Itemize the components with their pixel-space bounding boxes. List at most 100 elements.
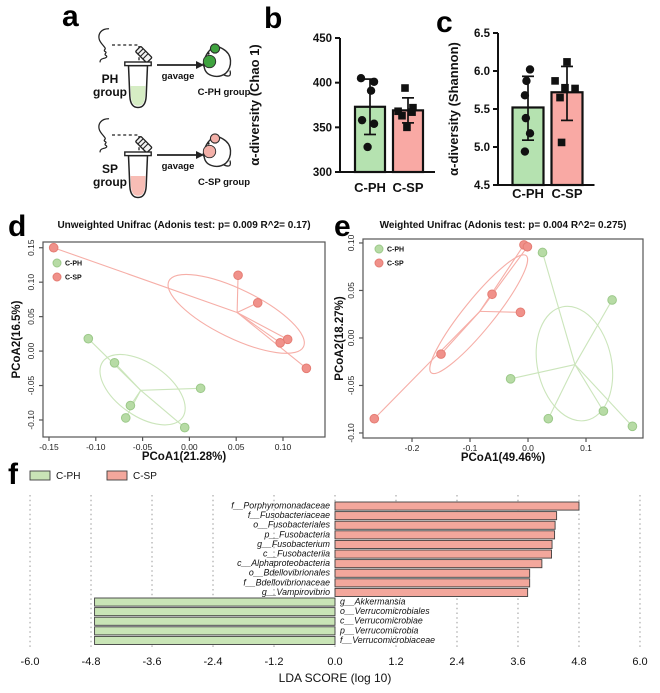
data-point-C-SP <box>487 289 497 300</box>
taxon-label: o__Bdellovibrionales <box>249 568 331 578</box>
data-point <box>556 93 564 102</box>
panel-label-f: f <box>8 458 18 491</box>
legend-marker-C-PH <box>374 244 384 254</box>
data-point <box>403 123 411 132</box>
x-tick-label: 0.00 <box>181 442 198 452</box>
mouse-eye <box>207 52 210 55</box>
data-point <box>408 108 416 116</box>
y-tick-label: 400 <box>313 78 332 90</box>
chart-title: Unweighted Unifrac (Adonis test: p= 0.00… <box>57 220 310 231</box>
gavage-row-sp: SP group gavage C-SP group <box>93 118 250 199</box>
y-tick-label: 5.5 <box>474 104 491 116</box>
x-tick-label: 0.10 <box>275 442 292 452</box>
taxon-label: p__Fusobacteria <box>263 529 330 539</box>
human-face-icon <box>98 118 110 153</box>
gavage-row-ph: PH group gavage C-PH group <box>93 28 251 109</box>
data-point <box>551 77 559 85</box>
data-point <box>369 119 379 128</box>
data-point-C-PH <box>195 383 206 394</box>
data-point <box>522 76 531 86</box>
data-point <box>366 86 376 95</box>
data-point-C-SP <box>522 241 533 252</box>
x-tick-label: 3.6 <box>510 656 525 668</box>
cluster-ellipse-C-PH <box>535 305 614 422</box>
taxon-label: c__Fusobacteriia <box>263 549 330 559</box>
data-point <box>571 84 579 93</box>
centroid-spoke <box>140 389 186 428</box>
x-tick-label: 0.1 <box>580 443 592 453</box>
lda-bar <box>94 607 336 617</box>
data-point-C-SP <box>515 307 526 318</box>
panel-label-d: d <box>8 210 27 243</box>
x-tick-label: 6.0 <box>632 656 647 668</box>
y-tick-label: 5.0 <box>474 142 490 154</box>
mouse-tail <box>223 70 232 77</box>
y-tick-label: -0.05 <box>26 376 36 396</box>
y-tick-label: 6.0 <box>474 66 490 78</box>
centroid-spoke <box>236 312 288 340</box>
lda-bar <box>334 559 543 569</box>
data-point <box>563 58 571 66</box>
gavage-label: gavage <box>162 161 195 172</box>
legend-marker-C-SP <box>374 258 384 268</box>
centroid-spoke <box>114 362 142 391</box>
y-tick-label: 0.05 <box>26 308 36 325</box>
centroid-spoke <box>574 364 604 412</box>
lda-bar <box>334 578 531 588</box>
taxon-label: g__Fusobacterium <box>257 539 330 549</box>
x-tick-label: -3.6 <box>143 656 162 668</box>
data-point <box>394 107 402 116</box>
mouse-patch <box>202 144 217 159</box>
plot-frame <box>42 241 326 438</box>
centroid-spoke <box>373 310 481 420</box>
tube-rim <box>124 61 152 67</box>
x-category-label: C-PH <box>512 186 544 201</box>
x-tick-label: -2.4 <box>204 656 223 668</box>
data-point-C-SP <box>275 338 285 348</box>
y-tick-label: 300 <box>313 167 332 179</box>
data-point-C-PH <box>627 421 638 432</box>
y-tick-label: 0.10 <box>346 234 356 251</box>
tube-rim <box>124 151 152 157</box>
lda-bar <box>94 616 336 626</box>
data-point <box>356 74 366 83</box>
x-tick-label: -1.2 <box>265 656 284 668</box>
panel-f-lda-score-chart: -6.0 -4.8 -3.6 -2.4 -1.2 0.0 1.2 2.4 3.6 4.8 6.0 f_… <box>21 470 648 685</box>
centroid-spoke <box>140 387 201 391</box>
sample-sublabel: group <box>93 85 127 99</box>
sample-sublabel: group <box>93 175 127 189</box>
lda-bar <box>334 520 556 530</box>
data-point-C-PH <box>598 406 609 416</box>
panel-d-unweighted-unifrac-pcoa: Unweighted Unifrac (Adonis test: p= 0.00… <box>11 220 326 463</box>
y-axis-title: PCoA2(18.27%) <box>334 296 346 381</box>
y-axis-title: α-diversity (Shannon) <box>446 42 461 176</box>
lda-bar <box>334 587 529 597</box>
legend-swatch-C-PH <box>29 470 51 481</box>
data-point-C-PH <box>179 422 190 433</box>
y-tick-label: -0.10 <box>346 423 356 443</box>
chart-title: Weighted Unifrac (Adonis test: p= 0.004 … <box>380 220 627 231</box>
data-point <box>521 113 531 123</box>
panel-label-c: c <box>436 6 453 39</box>
x-axis-title: PCoA1(21.28%) <box>142 451 227 463</box>
gavage-dashed-arrow <box>112 44 140 63</box>
x-category-label: C-PH <box>354 180 386 195</box>
data-point-C-SP <box>301 363 312 374</box>
centroid-spoke <box>236 312 307 369</box>
data-point <box>525 65 535 74</box>
centroid-spoke <box>236 312 281 344</box>
data-point-C-SP <box>369 413 380 424</box>
x-tick-label: -0.10 <box>86 442 106 452</box>
y-tick-label: 0.00 <box>346 329 356 346</box>
data-point-C-PH <box>83 333 94 344</box>
legend-label: C-SP <box>65 275 82 282</box>
legend-label: C-PH <box>387 247 404 254</box>
y-tick-label: 6.5 <box>474 28 491 40</box>
data-point-C-PH <box>537 247 548 258</box>
centroid-spoke <box>236 275 239 313</box>
lda-bar <box>334 530 556 540</box>
centroid-spoke <box>547 364 576 419</box>
data-point-C-PH <box>505 374 516 384</box>
cluster-ellipse-C-SP <box>167 273 305 354</box>
x-tick-label: -0.15 <box>39 442 59 452</box>
